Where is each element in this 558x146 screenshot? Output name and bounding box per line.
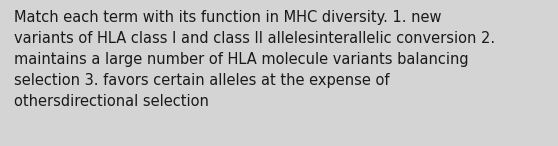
Text: maintains a large number of HLA molecule variants balancing: maintains a large number of HLA molecule… — [14, 52, 469, 67]
Text: Match each term with its function in MHC diversity. 1. new: Match each term with its function in MHC… — [14, 10, 441, 25]
Text: variants of HLA class I and class II allelesinterallelic conversion 2.: variants of HLA class I and class II all… — [14, 31, 495, 46]
Text: selection 3. favors certain alleles at the expense of: selection 3. favors certain alleles at t… — [14, 73, 389, 88]
Text: othersdirectional selection: othersdirectional selection — [14, 94, 209, 109]
